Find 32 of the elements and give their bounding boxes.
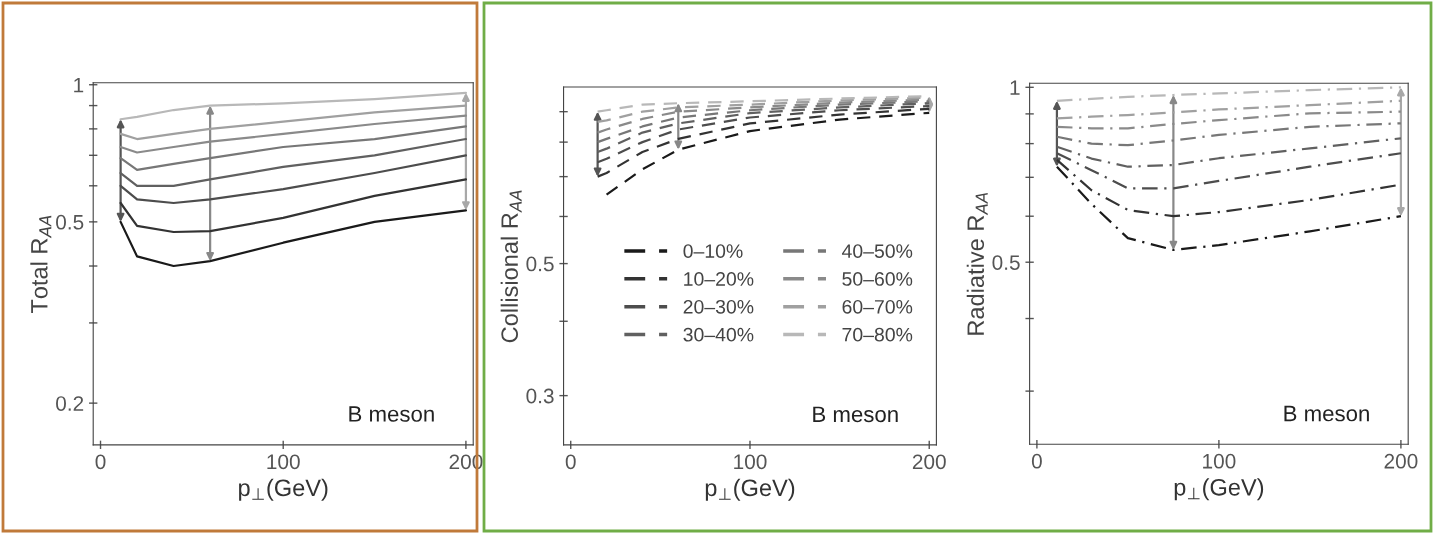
y-tick-label: 1: [1010, 80, 1020, 95]
x-tick-label: 100: [734, 454, 767, 470]
x-tick-label: 200: [1384, 453, 1418, 469]
annotation: B meson: [349, 406, 434, 422]
legend-label: 70–80%: [842, 327, 913, 342]
legend-label: 0–10%: [683, 244, 743, 258]
legend-label: 30–40%: [683, 327, 754, 342]
x-axis-title: p$_{⊥}$(GeV): [239, 478, 328, 501]
x-tick-label: 200: [912, 454, 946, 470]
x-tick-label: 0: [565, 454, 576, 470]
annotation: B meson: [813, 406, 898, 423]
y-axis-title: Radiative R$_{AA}$: [966, 192, 988, 335]
legend-label: 20–30%: [683, 299, 754, 314]
y-axis-title: Total R$_{AA}$: [30, 215, 52, 314]
y-tick-label: 0.2: [56, 396, 84, 411]
x-axis-title: p$_{⊥}$(GeV): [705, 478, 795, 501]
legend-label: 10–20%: [684, 272, 754, 286]
y-tick-label: 0.5: [992, 255, 1020, 270]
legend-label: 40–50%: [841, 244, 913, 258]
y-tick-label: 0.5: [56, 214, 84, 230]
x-axis-title: p$_{⊥}$(GeV): [1174, 478, 1264, 501]
y-tick-label: 0.3: [526, 388, 554, 404]
x-tick-label: 0: [95, 454, 106, 470]
annotation: B meson: [1284, 405, 1369, 422]
y-tick-label: 1: [74, 77, 84, 93]
y-tick-label: 0.5: [526, 256, 554, 272]
x-tick-label: 0: [1031, 453, 1042, 469]
legend-label: 50–60%: [842, 272, 913, 286]
x-tick-label: 100: [267, 454, 300, 470]
x-tick-label: 100: [1203, 453, 1236, 469]
legend-label: 60–70%: [842, 299, 913, 314]
y-axis-title: Collisional R$_{AA}$: [500, 190, 522, 343]
